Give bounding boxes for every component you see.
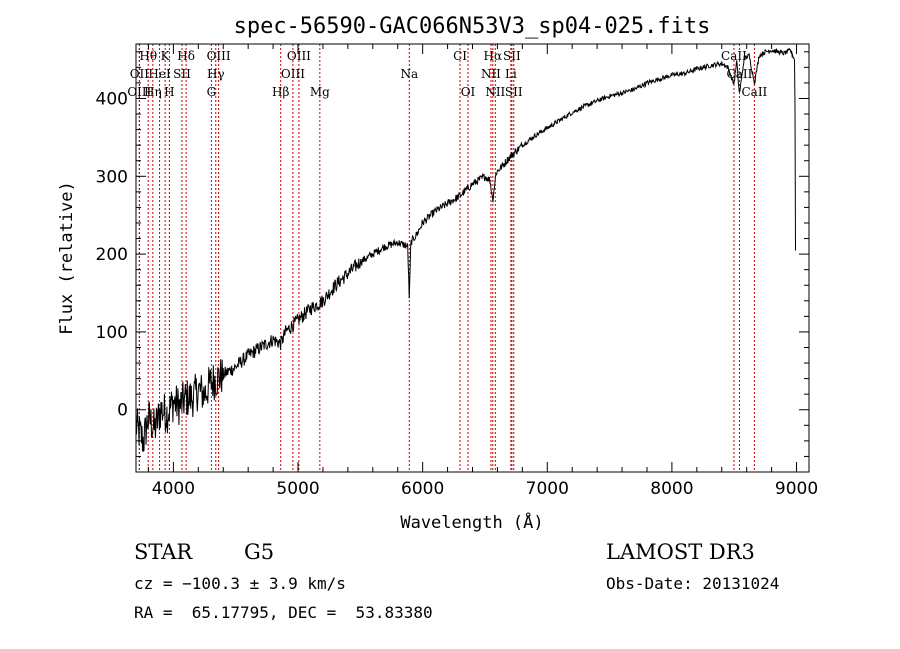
spectral-line-label-10: HeI: [148, 67, 171, 81]
y-axis-label: Flux (relative): [57, 181, 77, 335]
spectral-line-label-19: Hη: [144, 85, 162, 99]
x-tick-label-0: 4000: [152, 479, 195, 499]
coordinates: RA = 65.17795, DEC = 53.83380: [134, 603, 433, 622]
x-tick-label-2: 6000: [401, 479, 444, 499]
x-tick-label-4: 8000: [650, 479, 693, 499]
spectral-line-label-26: SII: [505, 85, 523, 99]
spectral-line-label-17: CaII: [727, 67, 753, 81]
survey-name: LAMOST DR3: [606, 540, 755, 564]
spectral-line-label-23: Mg: [310, 85, 330, 99]
spectral-line-label-4: OIII: [287, 49, 311, 63]
spectral-line-label-1: K: [161, 49, 171, 63]
spectral-line-label-16: Li: [505, 67, 517, 81]
spectral-line-label-0: Hθ: [139, 49, 157, 63]
plot-frame: [135, 43, 810, 473]
spectral-line-label-27: CaII: [741, 85, 767, 99]
spectral-line-label-18: OIII: [127, 85, 151, 99]
y-tick-label-0: 0: [117, 401, 128, 421]
spectral-line-label-11: SII: [173, 67, 191, 81]
spectral-line-label-25: NII: [485, 85, 505, 99]
spectral-line-label-8: CaII: [721, 49, 747, 63]
x-tick-label-1: 5000: [276, 479, 319, 499]
x-axis-label: Wavelength (Å): [400, 511, 543, 533]
y-tick-label-3: 300: [96, 167, 128, 187]
obs-date: Obs-Date: 20131024: [606, 574, 780, 593]
y-axis-ticks: 0 100 200 300 400: [96, 51, 809, 457]
spectrum-line-flux: [135, 47, 796, 452]
spectral-line-label-5: CI: [453, 49, 467, 63]
x-tick-label-5: 9000: [775, 479, 818, 499]
x-tick-label-3: 7000: [526, 479, 569, 499]
spectral-line-label-6: Hα: [484, 49, 503, 63]
spectral-subclass: G5: [244, 540, 275, 564]
spectral-line-label-21: G: [207, 85, 217, 99]
y-tick-label-4: 400: [96, 89, 128, 109]
spectral-line-label-20: H: [164, 85, 174, 99]
spectral-line-label-24: OI: [461, 85, 476, 99]
spectral-line-label-15: NII: [481, 67, 501, 81]
x-axis-ticks: 4000 5000 6000 7000 8000 9000: [147, 44, 818, 499]
redshift-cz: cz = −100.3 ± 3.9 km/s: [134, 574, 346, 593]
spectral-line-label-13: OIII: [281, 67, 305, 81]
spectral-line-label-3: OIII: [207, 49, 231, 63]
spectral-line-label-22: Hβ: [272, 85, 289, 99]
plot-area: [135, 47, 796, 452]
object-type: STAR: [134, 540, 193, 564]
spectral-line-label-14: Na: [400, 67, 418, 81]
y-tick-label-1: 100: [96, 323, 128, 343]
spectral-line-label-7: SII: [503, 49, 521, 63]
spectral-line-label-12: Hγ: [207, 67, 225, 81]
chart-title: spec-56590-GAC066N53V3_sp04-025.fits: [234, 14, 711, 39]
y-tick-label-2: 200: [96, 245, 128, 265]
spectral-line-label-2: Hδ: [177, 49, 195, 63]
